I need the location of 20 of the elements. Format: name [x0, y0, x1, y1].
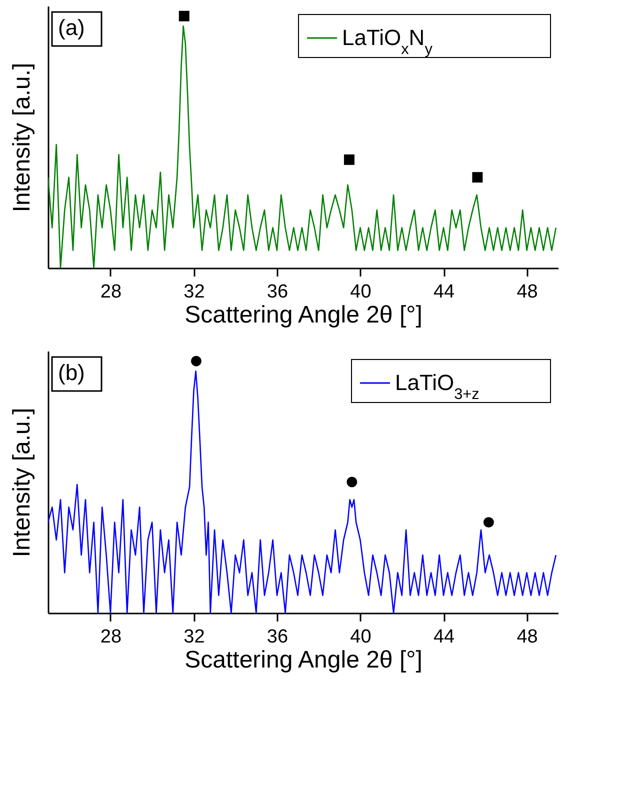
legend-label: LaTiO$_{3+z}$: [395, 370, 480, 402]
x-tick-label: 40: [350, 626, 372, 648]
y-axis-title: Intensity [a.u.]: [8, 408, 36, 558]
x-tick-label: 48: [516, 626, 538, 648]
x-tick-label: 36: [266, 282, 288, 302]
x-tick-label: 32: [184, 282, 205, 302]
x-tick-label: 36: [266, 626, 288, 648]
x-tick-label: 28: [100, 626, 122, 648]
annotation: (b): [58, 360, 85, 385]
legend-label: LaTiO$_{x}$N$_{y}$: [342, 25, 433, 58]
x-tick-label: 40: [350, 282, 372, 302]
x-tick-label: 48: [516, 282, 538, 302]
x-tick-label: 28: [100, 282, 122, 302]
x-tick-label: 44: [433, 282, 456, 302]
x-tick-label: 44: [433, 626, 456, 648]
x-tick-label: 32: [184, 626, 205, 648]
annotation: (a): [58, 15, 85, 40]
x-axis-title: Scattering Angle 2θ [°]: [184, 646, 422, 674]
x-axis-title: Scattering Angle 2θ [°]: [184, 302, 422, 328]
y-axis-title: Intensity [a.u.]: [8, 62, 36, 212]
